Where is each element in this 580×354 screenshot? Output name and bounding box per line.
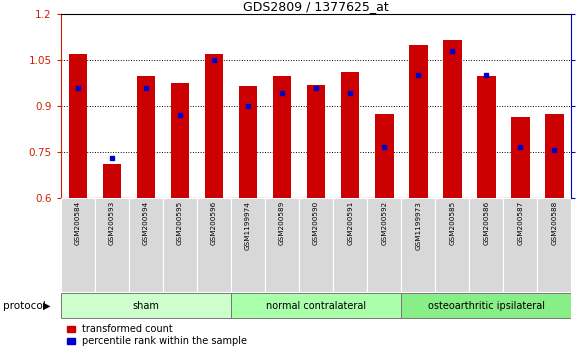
Text: normal contralateral: normal contralateral — [266, 301, 366, 311]
Bar — [95, 198, 129, 292]
Bar — [61, 293, 231, 318]
Legend: transformed count, percentile rank within the sample: transformed count, percentile rank withi… — [66, 324, 248, 347]
Text: GSM200586: GSM200586 — [483, 201, 490, 245]
Bar — [163, 198, 197, 292]
Bar — [197, 198, 231, 292]
Text: sham: sham — [132, 301, 160, 311]
Bar — [341, 73, 360, 198]
Text: GSM1199974: GSM1199974 — [245, 201, 251, 250]
Bar — [129, 198, 163, 292]
Text: GSM200592: GSM200592 — [381, 201, 387, 245]
Bar — [401, 198, 435, 292]
Bar — [443, 40, 462, 198]
Bar — [171, 83, 189, 198]
Bar — [545, 114, 564, 198]
Text: protocol: protocol — [3, 301, 46, 311]
Text: GSM200588: GSM200588 — [551, 201, 557, 245]
Bar — [231, 198, 265, 292]
Text: ▶: ▶ — [43, 301, 50, 311]
Text: GSM200585: GSM200585 — [449, 201, 455, 245]
Bar — [375, 114, 393, 198]
Bar — [231, 293, 401, 318]
Bar — [265, 198, 299, 292]
Bar — [537, 198, 571, 292]
Bar — [511, 117, 530, 198]
Bar — [273, 75, 291, 198]
Bar — [503, 198, 537, 292]
Bar — [307, 85, 325, 198]
Bar — [333, 198, 367, 292]
Bar — [61, 198, 95, 292]
Bar — [477, 75, 495, 198]
Bar — [299, 198, 333, 292]
Text: GSM200584: GSM200584 — [75, 201, 81, 245]
Title: GDS2809 / 1377625_at: GDS2809 / 1377625_at — [243, 0, 389, 13]
Text: GSM200595: GSM200595 — [177, 201, 183, 245]
Bar — [401, 293, 571, 318]
Bar — [103, 165, 121, 198]
Text: GSM200594: GSM200594 — [143, 201, 149, 245]
Bar — [469, 198, 503, 292]
Text: GSM200589: GSM200589 — [279, 201, 285, 245]
Text: GSM200593: GSM200593 — [109, 201, 115, 245]
Bar — [367, 198, 401, 292]
Text: GSM200591: GSM200591 — [347, 201, 353, 245]
Bar — [409, 45, 427, 198]
Bar — [239, 86, 258, 198]
Bar — [68, 54, 87, 198]
Text: osteoarthritic ipsilateral: osteoarthritic ipsilateral — [427, 301, 545, 311]
Bar — [205, 54, 223, 198]
Bar — [435, 198, 469, 292]
Text: GSM200587: GSM200587 — [517, 201, 523, 245]
Text: GSM200596: GSM200596 — [211, 201, 217, 245]
Text: GSM1199973: GSM1199973 — [415, 201, 421, 250]
Bar — [137, 75, 155, 198]
Text: GSM200590: GSM200590 — [313, 201, 319, 245]
